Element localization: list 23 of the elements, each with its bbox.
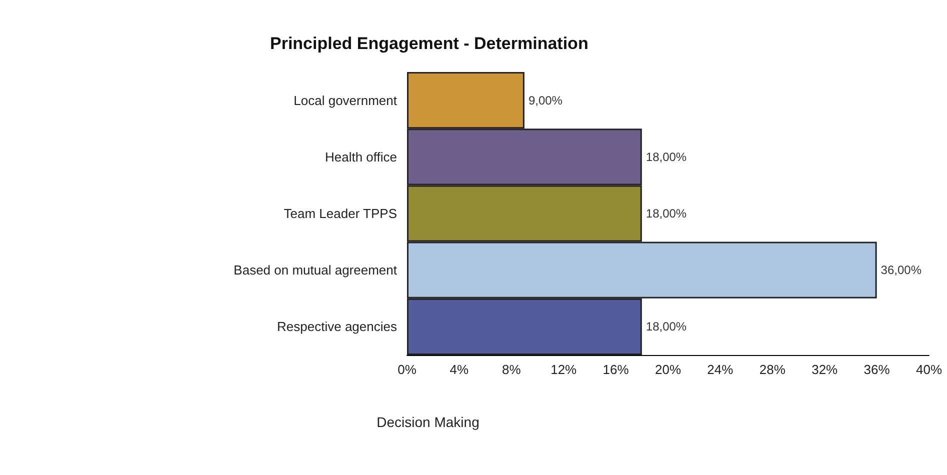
x-tick-label: 16% xyxy=(602,362,630,377)
x-axis-title: Decision Making xyxy=(376,414,480,430)
y-tick-label: Respective agencies xyxy=(277,319,398,334)
x-tick-label: 32% xyxy=(812,362,838,377)
x-tick-label: 28% xyxy=(759,362,786,377)
data-label: 18,00% xyxy=(646,150,687,164)
x-tick-label: 12% xyxy=(550,362,578,377)
data-label: 18,00% xyxy=(646,206,687,220)
x-tick-label: 8% xyxy=(502,362,522,377)
x-tick-label: 4% xyxy=(450,362,470,377)
data-label: 18,00% xyxy=(646,320,687,334)
x-tick-label: 40% xyxy=(916,362,942,377)
x-tick-label: 0% xyxy=(398,362,417,377)
data-label: 36,00% xyxy=(880,263,922,278)
y-tick-label: Based on mutual agreement xyxy=(234,262,398,278)
y-tick-label: Local government xyxy=(294,92,398,108)
y-tick-label: Team Leader TPPS xyxy=(284,206,398,221)
x-tick-label: 24% xyxy=(707,362,734,377)
chart-title: Principled Engagement - Determination xyxy=(270,34,588,53)
x-tick-label: 36% xyxy=(864,362,890,377)
y-tick-label: Health office xyxy=(324,149,397,164)
x-tick-label: 20% xyxy=(654,362,682,377)
data-label: 9,00% xyxy=(528,93,563,108)
